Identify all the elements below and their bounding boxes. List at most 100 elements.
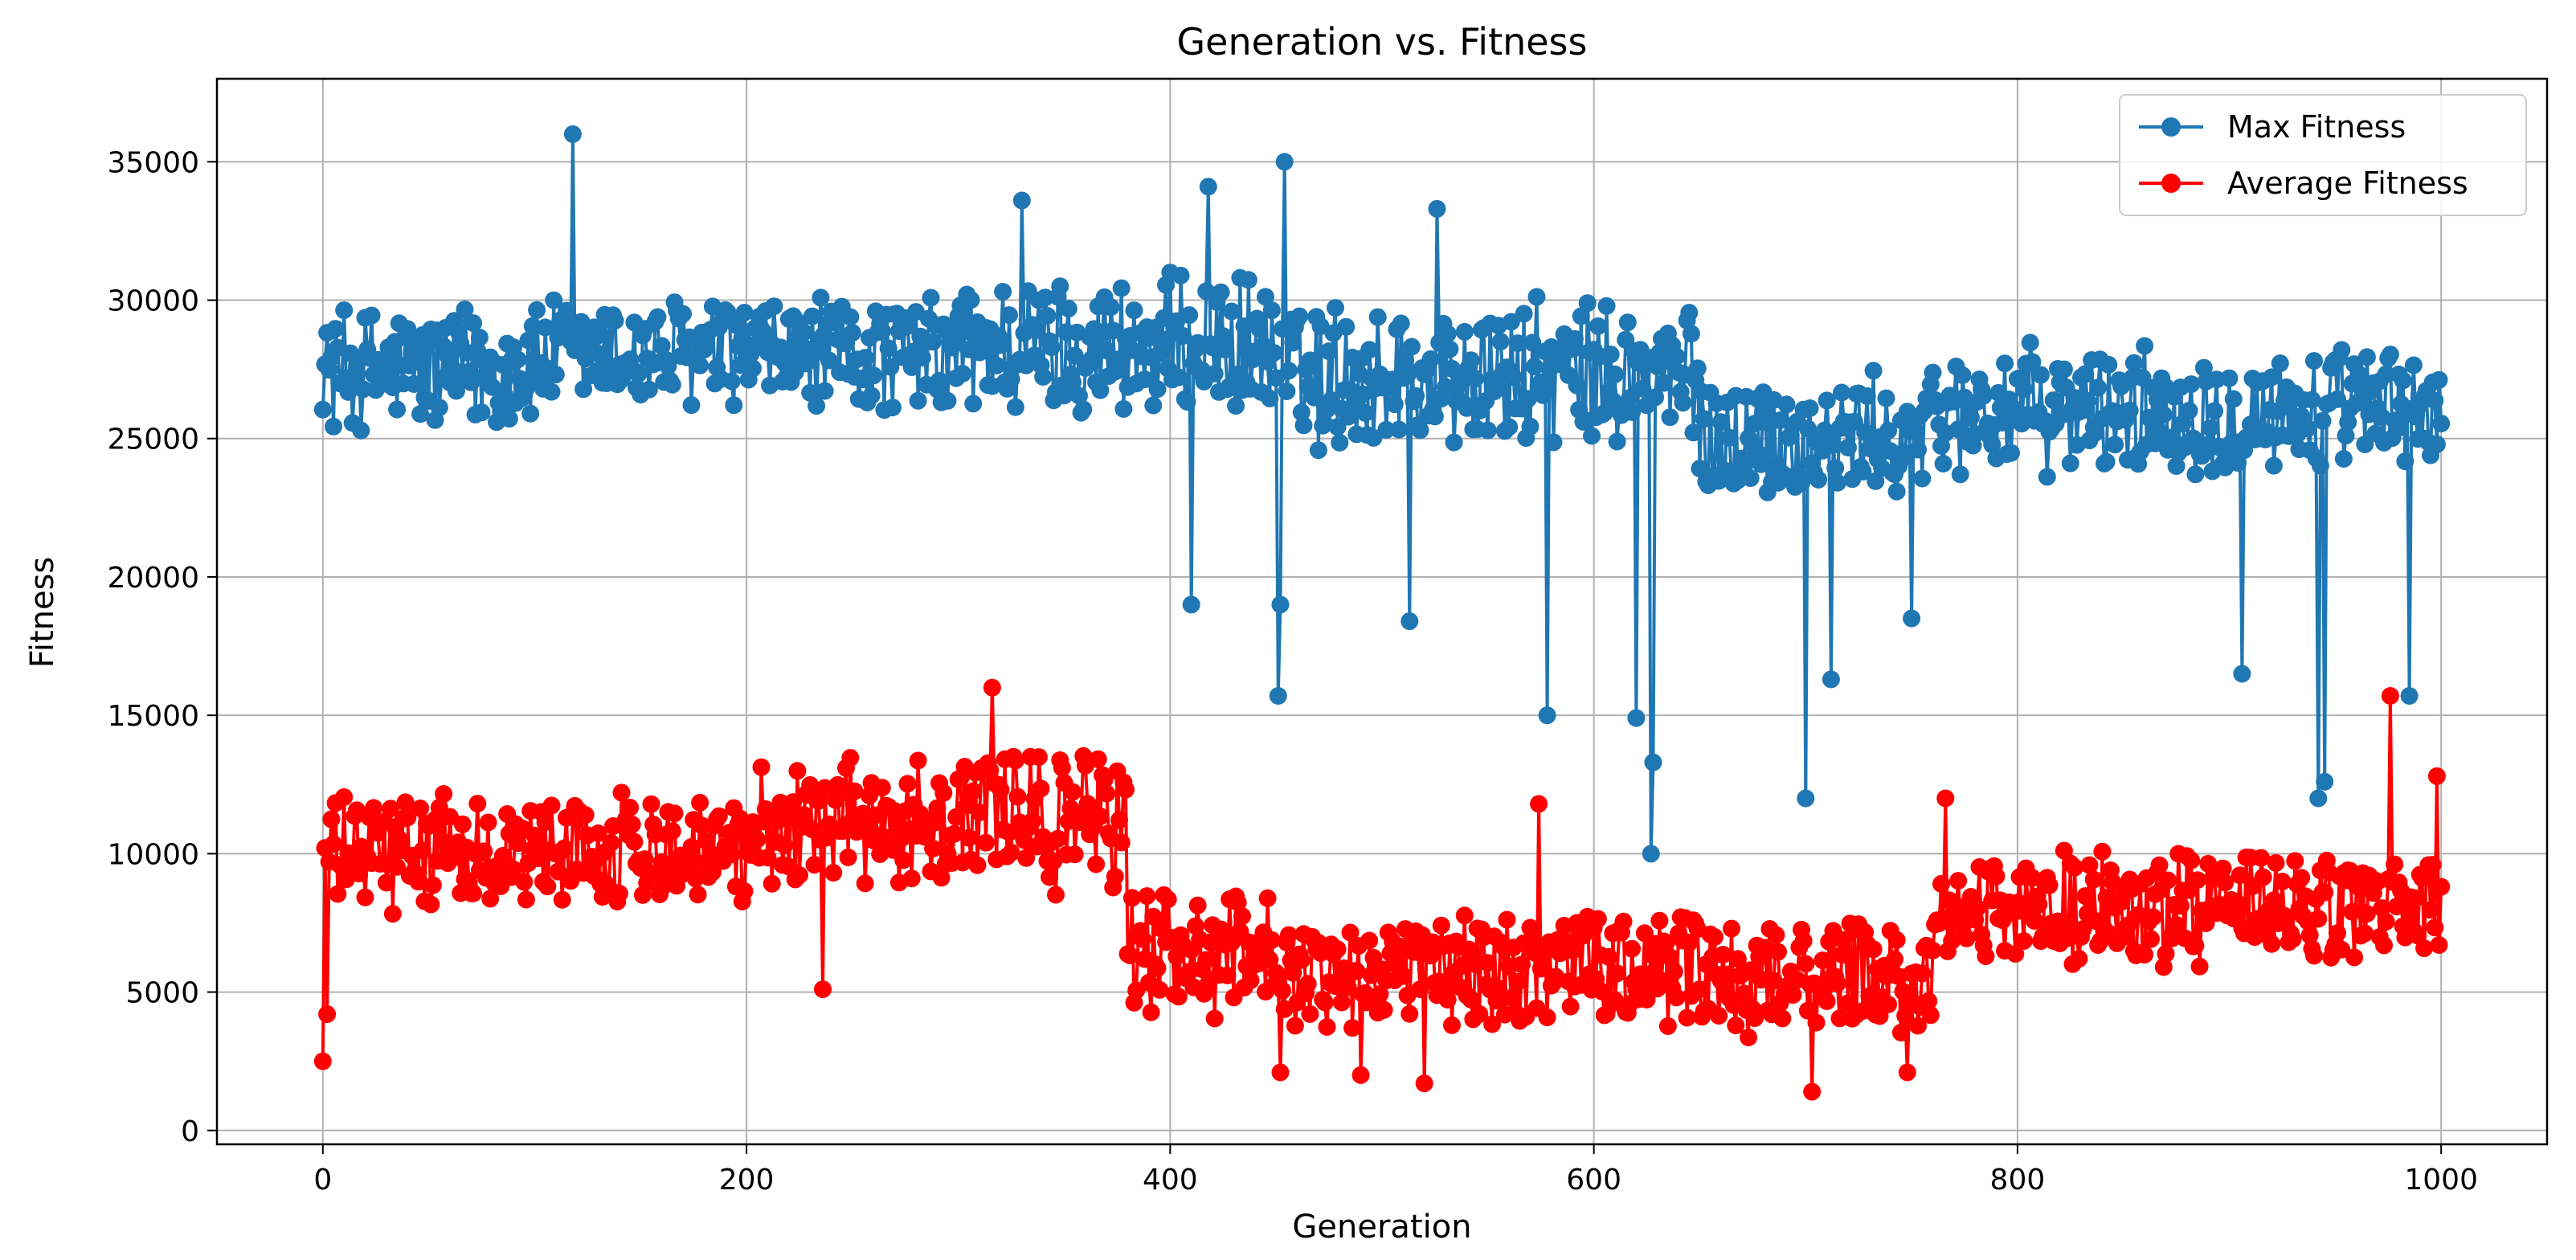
data-point-max-fitness: [1491, 333, 1510, 351]
data-point-average-fitness: [1301, 1004, 1319, 1023]
data-point-average-fitness: [795, 806, 813, 824]
data-point-average-fitness: [1909, 1017, 1927, 1035]
data-point-max-fitness: [1074, 400, 1093, 419]
data-point-max-fitness: [954, 365, 971, 382]
data-point-average-fitness: [2014, 931, 2033, 950]
data-point-max-fitness: [1360, 341, 1379, 359]
data-point-max-fitness: [1934, 455, 1952, 472]
data-point-average-fitness: [1714, 946, 1732, 963]
data-point-max-fitness: [1112, 279, 1131, 297]
data-point-max-fitness: [1180, 306, 1199, 325]
data-point-average-fitness: [693, 816, 711, 835]
data-point-max-fitness: [1826, 459, 1845, 477]
data-point-average-fitness: [1608, 964, 1626, 983]
data-point-average-fitness: [2277, 910, 2296, 928]
data-point-average-fitness: [1887, 931, 1906, 949]
data-point-average-fitness: [1891, 1024, 1910, 1041]
data-point-max-fitness: [462, 373, 480, 391]
data-point-max-fitness: [325, 417, 342, 436]
data-point-average-fitness: [2154, 958, 2173, 976]
data-point-max-fitness: [938, 391, 957, 410]
data-point-average-fitness: [589, 824, 607, 842]
data-point-max-fitness: [2400, 687, 2419, 705]
data-point-max-fitness: [1261, 389, 1279, 407]
data-point-average-fitness: [481, 890, 500, 908]
data-point-max-fitness: [808, 397, 826, 415]
data-point-average-fitness: [2423, 856, 2442, 874]
legend-box: [2119, 94, 2527, 216]
data-point-average-fitness: [809, 792, 828, 810]
data-point-average-fitness: [775, 836, 794, 854]
legend-label-max-fitness: Max Fitness: [2227, 109, 2406, 145]
data-point-max-fitness: [795, 323, 813, 342]
data-point-max-fitness: [1151, 345, 1169, 362]
data-point-average-fitness: [2333, 940, 2351, 959]
data-point-max-fitness: [1421, 350, 1440, 368]
data-point-max-fitness: [1583, 427, 1601, 445]
data-point-max-fitness: [563, 125, 582, 143]
data-point-max-fitness: [352, 421, 370, 440]
data-point-max-fitness: [589, 345, 607, 362]
data-point-average-fitness: [1658, 1017, 1677, 1035]
data-point-max-fitness: [2061, 454, 2079, 472]
data-point-max-fitness: [1521, 417, 1539, 436]
data-point-average-fitness: [2084, 870, 2103, 889]
data-point-average-fitness: [1462, 990, 1480, 1008]
data-point-max-fitness: [1292, 403, 1310, 421]
data-point-average-fitness: [1723, 919, 1740, 938]
data-point-average-fitness: [1008, 788, 1027, 806]
data-point-max-fitness: [1091, 381, 1110, 399]
data-point-max-fitness: [1402, 338, 1421, 356]
data-point-average-fitness: [663, 822, 681, 841]
data-point-max-fitness: [1438, 325, 1457, 343]
data-point-max-fitness: [1833, 383, 1851, 402]
data-point-average-fitness: [926, 813, 944, 832]
data-point-average-fitness: [2070, 950, 2088, 968]
data-point-average-fitness: [1134, 930, 1152, 948]
data-point-max-fitness: [1098, 342, 1116, 360]
x-tick-label: 200: [719, 1164, 775, 1197]
data-point-average-fitness: [610, 884, 628, 902]
data-point-average-fitness: [668, 877, 686, 895]
data-point-average-fitness: [1438, 991, 1457, 1008]
data-point-average-fitness: [1188, 896, 1207, 914]
data-point-average-fitness: [909, 751, 927, 770]
data-point-average-fitness: [2309, 910, 2328, 928]
data-point-average-fitness: [1455, 906, 1474, 925]
data-point-max-fitness: [483, 378, 501, 396]
data-point-max-fitness: [1924, 363, 1942, 382]
data-point-max-fitness: [1824, 436, 1842, 454]
data-point-max-fitness: [691, 356, 709, 374]
y-tick-label: 15000: [107, 700, 199, 733]
y-axis-ticks: 0 5000 10000 15000 20000 25000 30000 35000: [107, 146, 217, 1148]
data-point-average-fitness: [2273, 873, 2292, 890]
data-point-max-fitness: [1305, 388, 1323, 407]
data-point-average-fitness: [1764, 972, 1783, 990]
data-point-max-fitness: [1572, 307, 1590, 325]
data-point-max-fitness: [2021, 333, 2039, 352]
data-point-average-fitness: [959, 828, 978, 847]
data-point-average-fitness: [1029, 748, 1048, 767]
data-point-max-fitness: [1051, 277, 1069, 296]
data-point-max-fitness: [1411, 421, 1429, 440]
data-point-max-fitness: [812, 288, 830, 307]
data-point-max-fitness: [1644, 753, 1662, 771]
data-point-max-fitness: [1055, 387, 1073, 405]
data-point-average-fitness: [2422, 901, 2439, 919]
data-point-max-fitness: [744, 359, 762, 378]
data-point-max-fitness: [1034, 368, 1053, 386]
data-point-max-fitness: [375, 358, 394, 376]
data-point-max-fitness: [909, 391, 927, 410]
data-point-max-fitness: [587, 327, 605, 346]
data-point-average-fitness: [2229, 900, 2247, 918]
data-point-average-fitness: [335, 788, 354, 806]
data-point-max-fitness: [1634, 379, 1652, 398]
data-point-average-fitness: [542, 796, 561, 815]
data-point-average-fitness: [1122, 889, 1141, 907]
data-point-max-fitness: [1425, 407, 1444, 426]
data-point-max-fitness: [1525, 358, 1544, 376]
data-point-average-fitness: [1089, 750, 1107, 768]
data-point-average-fitness: [2426, 918, 2444, 937]
data-point-average-fitness: [722, 845, 741, 864]
data-point-max-fitness: [2264, 456, 2283, 475]
